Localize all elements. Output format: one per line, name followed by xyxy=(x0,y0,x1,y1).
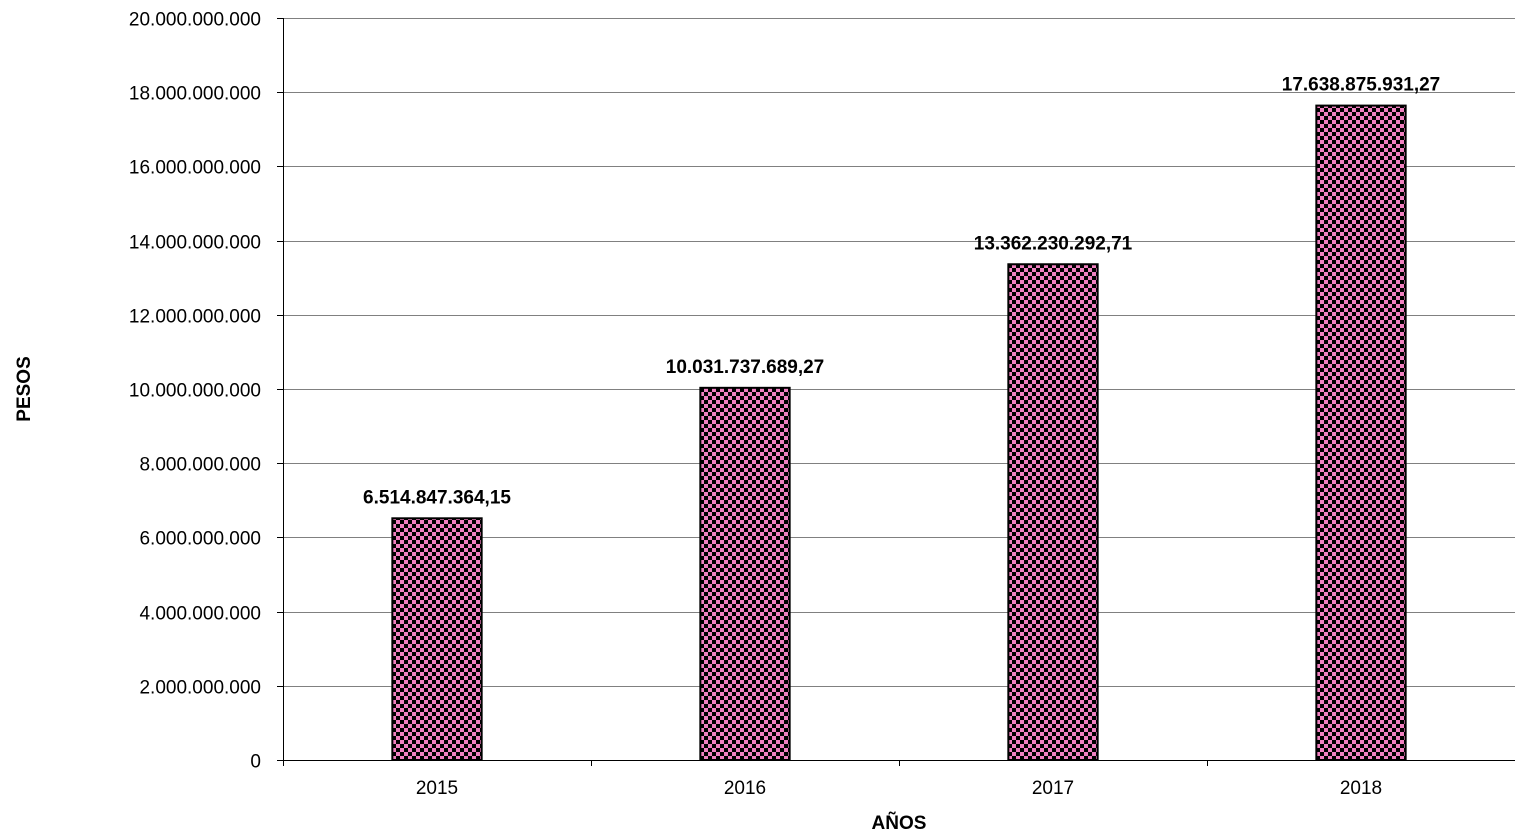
x-tick-label: 2018 xyxy=(1340,778,1382,799)
y-tick-label: 6.000.000.000 xyxy=(139,529,261,550)
data-label-2015: 6.514.847.364,15 xyxy=(363,487,511,508)
y-tick-label: 14.000.000.000 xyxy=(129,233,261,254)
data-label-2016: 10.031.737.689,27 xyxy=(666,357,825,378)
x-tick-label: 2017 xyxy=(1032,778,1074,799)
bar-2017 xyxy=(1007,263,1099,761)
y-axis-title: PESOS xyxy=(14,356,35,421)
y-tick-label: 2.000.000.000 xyxy=(139,678,261,699)
y-tick-label: 18.000.000.000 xyxy=(129,84,261,105)
y-tick-label: 0 xyxy=(250,752,261,773)
data-label-2018: 17.638.875.931,27 xyxy=(1282,75,1441,96)
y-tick-label: 8.000.000.000 xyxy=(139,455,261,476)
y-tick-label: 12.000.000.000 xyxy=(129,307,261,328)
y-tick-label: 10.000.000.000 xyxy=(129,381,261,402)
data-label-2017: 13.362.230.292,71 xyxy=(974,233,1133,254)
bar-2018 xyxy=(1315,104,1407,761)
bar-2015 xyxy=(391,517,483,761)
y-tick-label: 20.000.000.000 xyxy=(129,10,261,31)
bars xyxy=(391,104,1407,761)
y-tick-label: 16.000.000.000 xyxy=(129,158,261,179)
gridlines xyxy=(283,18,1515,687)
labels: 0 2.000.000.000 4.000.000.000 6.000.000.000… xyxy=(129,10,1440,800)
bar-2016 xyxy=(699,386,791,761)
x-tick-label: 2016 xyxy=(724,778,766,799)
axes xyxy=(277,18,1515,766)
x-axis-title: AÑOS xyxy=(872,812,927,834)
x-tick-label: 2015 xyxy=(416,778,458,799)
y-tick-label: 4.000.000.000 xyxy=(139,604,261,625)
